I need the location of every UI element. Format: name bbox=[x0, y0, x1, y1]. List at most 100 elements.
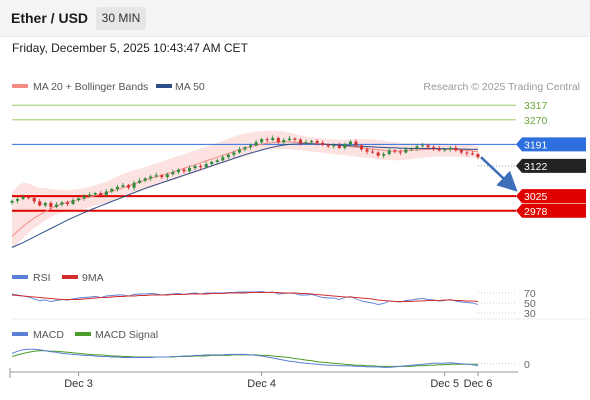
candle-body bbox=[359, 145, 364, 150]
rsi-tick-label: 30 bbox=[524, 308, 536, 320]
candle-body bbox=[310, 140, 314, 143]
rsi-ma9-line bbox=[11, 292, 479, 302]
candle-body bbox=[176, 169, 180, 173]
candle-body bbox=[171, 172, 175, 175]
candle-body bbox=[215, 160, 219, 162]
candle-body bbox=[243, 147, 247, 150]
candle-body bbox=[371, 151, 375, 153]
legend-swatch-macd-signal bbox=[75, 332, 91, 336]
candle-body bbox=[88, 194, 92, 197]
candle-body bbox=[271, 137, 275, 141]
candle-body bbox=[232, 152, 236, 155]
candle-body bbox=[398, 151, 402, 153]
candle-body bbox=[154, 175, 158, 177]
candle-body bbox=[459, 150, 463, 153]
level-label-3122: 3122 bbox=[524, 161, 548, 173]
candle-body bbox=[409, 148, 413, 150]
level-tag-3025 bbox=[516, 189, 586, 204]
candle-body bbox=[315, 140, 319, 143]
timeframe-button[interactable]: 30 MIN bbox=[96, 7, 146, 30]
candle-body bbox=[420, 145, 425, 147]
legend-macd: MACD bbox=[33, 329, 64, 341]
candle-body bbox=[32, 197, 36, 202]
legend-macd-signal: MACD Signal bbox=[95, 329, 158, 341]
x-axis: Dec 3 Dec 4 Dec 5 Dec 6 bbox=[9, 368, 518, 390]
candle-body bbox=[49, 202, 53, 208]
candle-body bbox=[404, 149, 408, 153]
candle-body bbox=[376, 152, 380, 156]
level-label-3025: 3025 bbox=[524, 191, 548, 203]
candle-body bbox=[43, 202, 47, 206]
legend-swatch-macd bbox=[12, 332, 28, 336]
candle-body bbox=[254, 142, 258, 146]
candle-body bbox=[276, 137, 280, 143]
candle-body bbox=[160, 175, 164, 178]
candle-body bbox=[210, 161, 214, 165]
candle-body bbox=[93, 193, 97, 195]
candle-body bbox=[265, 139, 269, 141]
candle-body bbox=[343, 144, 347, 148]
macd-signal-line bbox=[11, 350, 478, 367]
level-label-3191: 3191 bbox=[524, 139, 548, 151]
level-label-2978: 2978 bbox=[524, 206, 548, 218]
candle-body bbox=[71, 200, 75, 204]
candle-body bbox=[476, 154, 480, 158]
level-tag-2978 bbox=[516, 203, 586, 218]
level-label-3270: 3270 bbox=[524, 115, 548, 127]
candle-body bbox=[454, 147, 458, 151]
candle-body bbox=[237, 149, 241, 153]
candle-body bbox=[432, 147, 436, 149]
candle-body bbox=[221, 157, 225, 161]
candle-body bbox=[199, 165, 203, 168]
candle-body bbox=[99, 193, 103, 196]
header-bar: Ether / USD 30 MIN bbox=[0, 0, 590, 37]
candle-body bbox=[187, 168, 192, 172]
candle-body bbox=[27, 197, 31, 199]
instrument-title: Ether / USD bbox=[11, 10, 89, 26]
candle-body bbox=[126, 185, 131, 188]
candle-body bbox=[121, 185, 125, 187]
candle-body bbox=[387, 150, 391, 155]
x-tick-label: Dec 6 bbox=[464, 378, 493, 390]
bollinger-band bbox=[12, 130, 478, 248]
candle-body bbox=[165, 174, 169, 178]
candle-body bbox=[282, 140, 286, 143]
candle-body bbox=[426, 145, 430, 148]
candle-body bbox=[60, 202, 64, 205]
x-tick-label: Dec 3 bbox=[64, 378, 93, 390]
candle-body bbox=[110, 188, 114, 192]
legend-rsi: RSI bbox=[33, 272, 51, 284]
candle-body bbox=[143, 178, 147, 181]
candle-body bbox=[298, 139, 303, 144]
ma50-line bbox=[11, 143, 478, 248]
candle-body bbox=[365, 149, 369, 152]
rsi-tick-label: 50 bbox=[524, 298, 536, 310]
rsi-tick-label: 70 bbox=[524, 288, 536, 300]
legend-ma20: MA 20 + Bollinger Bands bbox=[33, 81, 148, 93]
candle-body bbox=[104, 191, 108, 196]
legend-swatch-ma50 bbox=[156, 84, 172, 88]
candle-body bbox=[337, 145, 341, 148]
candle-body bbox=[10, 200, 14, 203]
candle-body bbox=[77, 198, 81, 201]
legend-swatch-ma20 bbox=[12, 84, 28, 88]
level-label-3317: 3317 bbox=[524, 100, 548, 112]
candle-body bbox=[332, 145, 336, 147]
legend-swatch-rsi bbox=[12, 275, 28, 279]
candle-body bbox=[260, 139, 264, 143]
candle-body bbox=[115, 186, 119, 189]
price-panel: 3317 3270 3191 3122 3025 2978 bbox=[10, 100, 586, 248]
level-tag-3122 bbox=[516, 158, 586, 173]
candle-body bbox=[54, 204, 58, 208]
candle-body bbox=[354, 141, 358, 146]
candle-body bbox=[149, 176, 153, 179]
candle-body bbox=[465, 152, 469, 154]
candle-body bbox=[443, 149, 447, 151]
candle-body bbox=[65, 202, 70, 204]
candle-body bbox=[226, 154, 230, 158]
candle-body bbox=[21, 197, 25, 199]
candle-body bbox=[348, 141, 352, 145]
candle-body bbox=[437, 148, 441, 151]
